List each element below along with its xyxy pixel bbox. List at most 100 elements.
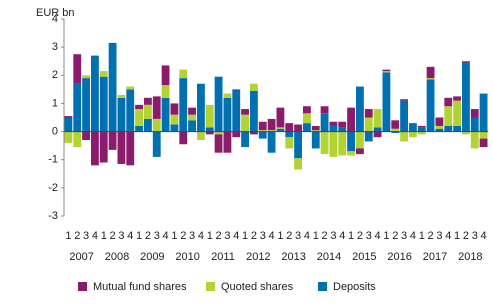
x-tick-label: 3: [260, 230, 266, 242]
bar-segment: [126, 86, 135, 90]
x-tick-label: 1: [242, 230, 248, 242]
x-tick-label: 2: [145, 230, 151, 242]
bar-segment: [444, 106, 453, 126]
bar-segment: [329, 121, 338, 126]
x-tick-label: 2: [180, 230, 186, 242]
x-tick-label: 2: [74, 230, 80, 242]
x-tick-label: 1: [313, 230, 319, 242]
bar-segment: [179, 131, 188, 145]
bar-segment: [197, 83, 205, 132]
bar-segment: [409, 131, 417, 138]
bar-segment: [479, 93, 488, 132]
bar-segment: [223, 97, 232, 132]
x-tick-label: 1: [101, 230, 107, 242]
bar-segment: [144, 118, 152, 132]
bar-segment: [91, 131, 99, 166]
x-tick-label: 3: [154, 230, 160, 242]
x-tick-label: 4: [410, 230, 416, 242]
bar-segment: [258, 121, 267, 131]
y-tick-label: -3: [48, 210, 58, 222]
bar-segment: [285, 137, 294, 149]
x-tick-label: 4: [198, 230, 204, 242]
x-tick-label: 1: [454, 230, 460, 242]
x-tick-label: 4: [375, 230, 381, 242]
x-tick-label: 4: [269, 230, 275, 242]
bar-segment: [303, 106, 311, 114]
year-label: 2009: [140, 251, 164, 263]
bar-segment: [303, 123, 311, 132]
x-tick-label: 3: [401, 230, 407, 242]
bar-segment: [320, 131, 329, 155]
bar-segment: [409, 123, 417, 132]
bar-segment: [426, 79, 435, 132]
y-tick-label: 4: [52, 13, 58, 25]
bar-segment: [117, 131, 126, 164]
bar-segment: [205, 104, 214, 128]
year-label: 2007: [69, 251, 93, 263]
bar-segment: [161, 97, 170, 132]
bar-segment: [391, 131, 400, 133]
bar-segment: [205, 127, 214, 132]
bar-segment: [135, 104, 143, 110]
bar-segment: [232, 131, 241, 138]
x-tick-label: 2: [428, 230, 434, 242]
year-label: 2016: [387, 251, 411, 263]
x-tick-label: 3: [83, 230, 89, 242]
x-tick-label: 4: [127, 230, 133, 242]
x-tick-label: 3: [118, 230, 124, 242]
bar-segment: [276, 128, 285, 132]
bar-segment: [320, 113, 329, 132]
bar-segment: [214, 131, 223, 135]
bar-segment: [188, 120, 196, 132]
x-tick-label: 3: [366, 230, 372, 242]
bar-segment: [64, 117, 73, 132]
bar-segment: [303, 113, 311, 124]
bar-segment: [108, 131, 117, 150]
legend-label: Mutual fund shares: [93, 281, 187, 293]
year-label: 2015: [352, 251, 376, 263]
x-tick-label: 2: [286, 230, 292, 242]
bar-segment: [82, 78, 90, 132]
bar-segment: [99, 76, 108, 132]
y-axis-label: EUR bn: [36, 7, 75, 19]
bar-segment: [188, 107, 196, 115]
bar-segment: [241, 109, 249, 115]
bar-segment: [267, 118, 276, 131]
bar-segment: [311, 130, 320, 132]
y-tick-label: -2: [48, 182, 58, 194]
bar-segment: [161, 65, 170, 86]
bar-segment: [64, 116, 73, 118]
bar-segment: [347, 151, 355, 156]
bar-segment: [205, 131, 214, 135]
year-label: 2018: [458, 251, 482, 263]
bar-segment: [99, 71, 108, 77]
bar-segment: [435, 125, 444, 129]
x-tick-label: 2: [392, 230, 398, 242]
x-tick-label: 4: [339, 230, 345, 242]
bar-segment: [108, 42, 117, 132]
bar-segment: [152, 131, 161, 157]
bar-segment: [214, 134, 223, 153]
x-tick-label: 2: [357, 230, 363, 242]
year-label: 2014: [317, 251, 341, 263]
bar-segment: [470, 109, 479, 118]
x-tick-label: 1: [171, 230, 177, 242]
bar-segment: [364, 109, 373, 118]
bar-segment: [479, 138, 488, 148]
bar-segment: [73, 54, 82, 84]
bar-segment: [241, 114, 249, 132]
bar-segment: [294, 158, 302, 170]
x-tick-label: 4: [481, 230, 487, 242]
bar-segment: [356, 131, 364, 149]
y-tick-label: 3: [52, 41, 58, 53]
bar-segment: [250, 131, 258, 135]
bar-segment: [453, 96, 461, 101]
bar-segment: [329, 125, 338, 132]
bar-segment: [453, 125, 461, 132]
bar-segment: [267, 130, 276, 132]
legend-swatch: [78, 282, 87, 291]
bar-segment: [444, 97, 453, 107]
x-tick-label: 3: [472, 230, 478, 242]
bar-segment: [400, 99, 408, 101]
bar-segment: [435, 128, 444, 132]
